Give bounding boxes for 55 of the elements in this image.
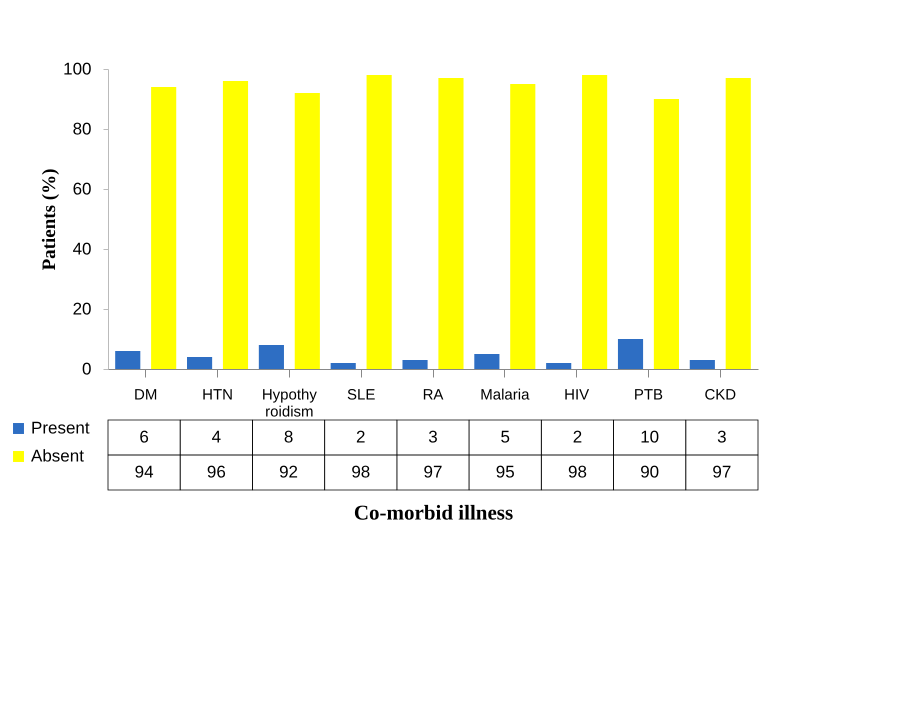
data-label: 98 — [568, 462, 587, 482]
bar — [115, 351, 140, 369]
data-label: 92 — [279, 462, 298, 482]
data-label: 2 — [356, 428, 366, 446]
y-tick-label: 60 — [72, 180, 92, 198]
bar — [438, 78, 464, 369]
data-label: 2 — [572, 428, 582, 446]
bar — [690, 360, 715, 369]
bar — [151, 87, 176, 369]
x-tick-label: Malaria — [480, 386, 530, 404]
bar — [618, 339, 644, 369]
bar — [654, 99, 679, 369]
x-tick-label: DM — [134, 386, 158, 404]
y-tick-label: 0 — [82, 360, 92, 378]
data-label: 97 — [424, 462, 442, 482]
x-tick-label: CKD — [704, 386, 736, 404]
bar — [222, 81, 248, 369]
y-tick-label: 80 — [72, 120, 92, 138]
data-label: 8 — [284, 428, 294, 446]
bar — [294, 93, 320, 369]
x-tick-label: Hypothyroidism — [262, 386, 318, 420]
bar — [510, 84, 536, 369]
y-axis-title: Patients (%) — [39, 168, 60, 270]
data-label: 4 — [212, 428, 222, 446]
data-label: 96 — [206, 462, 226, 482]
bar — [582, 75, 608, 369]
data-label: 5 — [500, 428, 510, 446]
bar — [474, 354, 500, 369]
x-tick-label: SLE — [346, 386, 376, 404]
data-label: 95 — [496, 462, 515, 482]
bar — [402, 360, 428, 369]
data-label: 3 — [717, 428, 727, 446]
bar — [330, 363, 356, 369]
y-tick-label: 100 — [63, 60, 92, 78]
data-label: 97 — [712, 462, 732, 482]
legend-label: Present — [31, 418, 90, 438]
data-label: 98 — [351, 462, 370, 482]
bar — [187, 357, 212, 369]
data-label: 94 — [134, 462, 154, 482]
legend-label: Absent — [31, 446, 84, 466]
x-tick-label: HTN — [202, 386, 233, 404]
x-axis-title: Co-morbid illness — [354, 500, 514, 524]
bar — [258, 345, 284, 369]
data-label: 90 — [640, 462, 660, 482]
y-tick-label: 20 — [72, 300, 92, 318]
data-label: 3 — [428, 428, 438, 446]
bar — [366, 75, 392, 369]
bar — [546, 363, 572, 369]
bar — [726, 78, 751, 369]
x-tick-label: PTB — [634, 386, 664, 404]
data-label: 10 — [640, 428, 660, 446]
data-label: 6 — [139, 428, 149, 446]
y-tick-label: 40 — [72, 240, 92, 258]
x-tick-label: RA — [422, 386, 444, 404]
x-tick-label: HIV — [564, 386, 590, 404]
